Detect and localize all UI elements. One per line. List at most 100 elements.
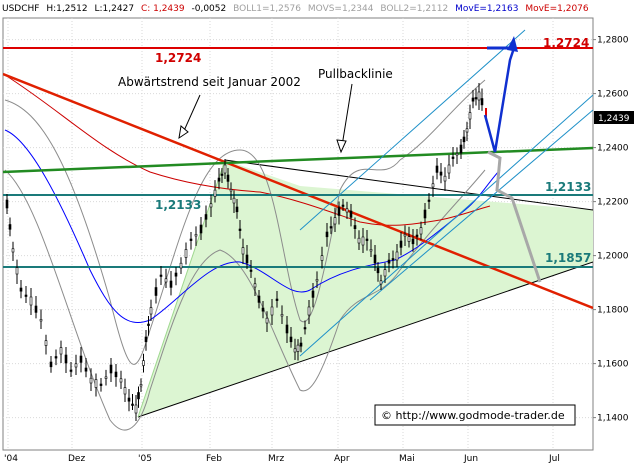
candle-body [361, 236, 365, 246]
candle-body [373, 254, 377, 264]
candle-body [209, 203, 213, 208]
y-tick-label: 1,2800 [597, 36, 629, 46]
candle-body [345, 208, 349, 213]
candle-body [79, 355, 83, 363]
triangle-formation [138, 160, 593, 417]
header-close: C: 1,2439 [141, 4, 185, 14]
candle-body [293, 348, 297, 353]
candle-body [419, 227, 423, 235]
copyright-text: © http://www.godmode-trader.de [381, 409, 565, 422]
x-tick-label: Jul [548, 454, 560, 464]
level-1-2133-label-left: 1,2133 [155, 198, 201, 212]
candle-body [34, 305, 38, 313]
candle-body [229, 189, 233, 192]
triangle-lower-line [137, 261, 593, 418]
header-move2: MovE=1,2076 [525, 4, 589, 14]
x-tick-label: Mrz [268, 454, 284, 464]
candle-body [154, 287, 158, 296]
y-tick-label: 1,1400 [597, 414, 629, 424]
candle-body [337, 207, 341, 216]
projection-gray-path [487, 150, 542, 283]
candle-body [261, 307, 265, 312]
x-tick-label: Dez [68, 454, 85, 464]
y-tick-label: 1,1800 [597, 306, 629, 316]
candle-body [69, 369, 73, 372]
candle-body [379, 280, 383, 285]
candle-body [299, 342, 303, 347]
channel-lower-line [299, 94, 593, 357]
candle-body [275, 298, 279, 301]
x-tick-label: Mai [399, 454, 415, 464]
candle-body [194, 234, 198, 237]
candle-body [353, 225, 357, 229]
candlesticks [5, 83, 487, 421]
candle-body [217, 177, 221, 182]
x-tick-label: Jun [463, 454, 478, 464]
pullback-pointer [341, 83, 353, 147]
y-tick-label: 1,2600 [597, 90, 629, 100]
candle-body [127, 397, 131, 402]
candle-body [265, 317, 269, 324]
candle-body [213, 189, 217, 197]
candle-body [49, 361, 53, 368]
y-tick-label: 1,2200 [597, 198, 629, 208]
candle-body [74, 363, 78, 368]
candle-body [99, 383, 103, 386]
candle-last [485, 108, 487, 118]
candle-body [149, 307, 153, 315]
candle-body [387, 259, 391, 264]
candle-body [439, 171, 443, 176]
candle-body [139, 384, 143, 387]
candle-body [164, 278, 168, 283]
candle-body [179, 262, 183, 269]
candle-body [307, 306, 311, 316]
downtrend-label: Abwärtstrend seit Januar 2002 [118, 75, 301, 89]
x-axis-ticks: '04 Dez '05 Feb Mrz Apr Mai Jun Jul [4, 454, 560, 464]
candle-body [8, 224, 12, 230]
header-symbol: USDCHF [2, 4, 39, 14]
candle-body [199, 224, 203, 234]
candle-body [131, 403, 134, 406]
candle-body [443, 175, 447, 182]
channel-upper-line [299, 29, 526, 231]
header-change: -0,0052 [191, 4, 226, 14]
candle-body [333, 217, 337, 225]
candle-body [459, 144, 463, 154]
candle-body [24, 294, 28, 297]
header-boll2: BOLL2=1,2112 [380, 4, 448, 14]
resistance-label-right: 1,2724 [543, 36, 589, 50]
candle-body [480, 98, 484, 106]
candle-body [15, 267, 19, 275]
candle-body [270, 306, 274, 316]
candle-body [329, 226, 333, 229]
candle-body [477, 91, 481, 101]
downtrend-line [3, 72, 593, 310]
candle-body [226, 174, 230, 182]
candle-body [315, 279, 319, 282]
candle-body [431, 183, 435, 188]
candle-body [54, 356, 58, 359]
candle-body [415, 234, 419, 237]
copyright-box [374, 404, 576, 426]
y-tick-label: 1,2400 [597, 144, 629, 154]
candle-body [104, 376, 108, 379]
candle-body [285, 324, 289, 334]
candle-body [64, 354, 68, 364]
candle-body [257, 295, 261, 303]
candle-body [403, 234, 407, 237]
candle-body [94, 379, 98, 388]
svg-text:USDCHF H:1,2512 L:1,24: USDCHF H:1,2512 L:1,2427 C: 1,2439 -0,00… [2, 4, 589, 14]
header-movs: MOVS=1,2344 [308, 4, 374, 14]
candle-body [11, 248, 15, 253]
candle-body [411, 238, 415, 245]
moving-average-red [4, 74, 491, 226]
header-boll1: BOLL1=1,2576 [233, 4, 301, 14]
candle-body [451, 156, 455, 159]
candle-body [376, 267, 380, 274]
current-price-value: 1,2439 [598, 114, 630, 124]
candle-body [427, 199, 431, 202]
candle-body [114, 371, 118, 378]
triangle-upper-line [224, 159, 593, 211]
candle-body [462, 136, 466, 143]
